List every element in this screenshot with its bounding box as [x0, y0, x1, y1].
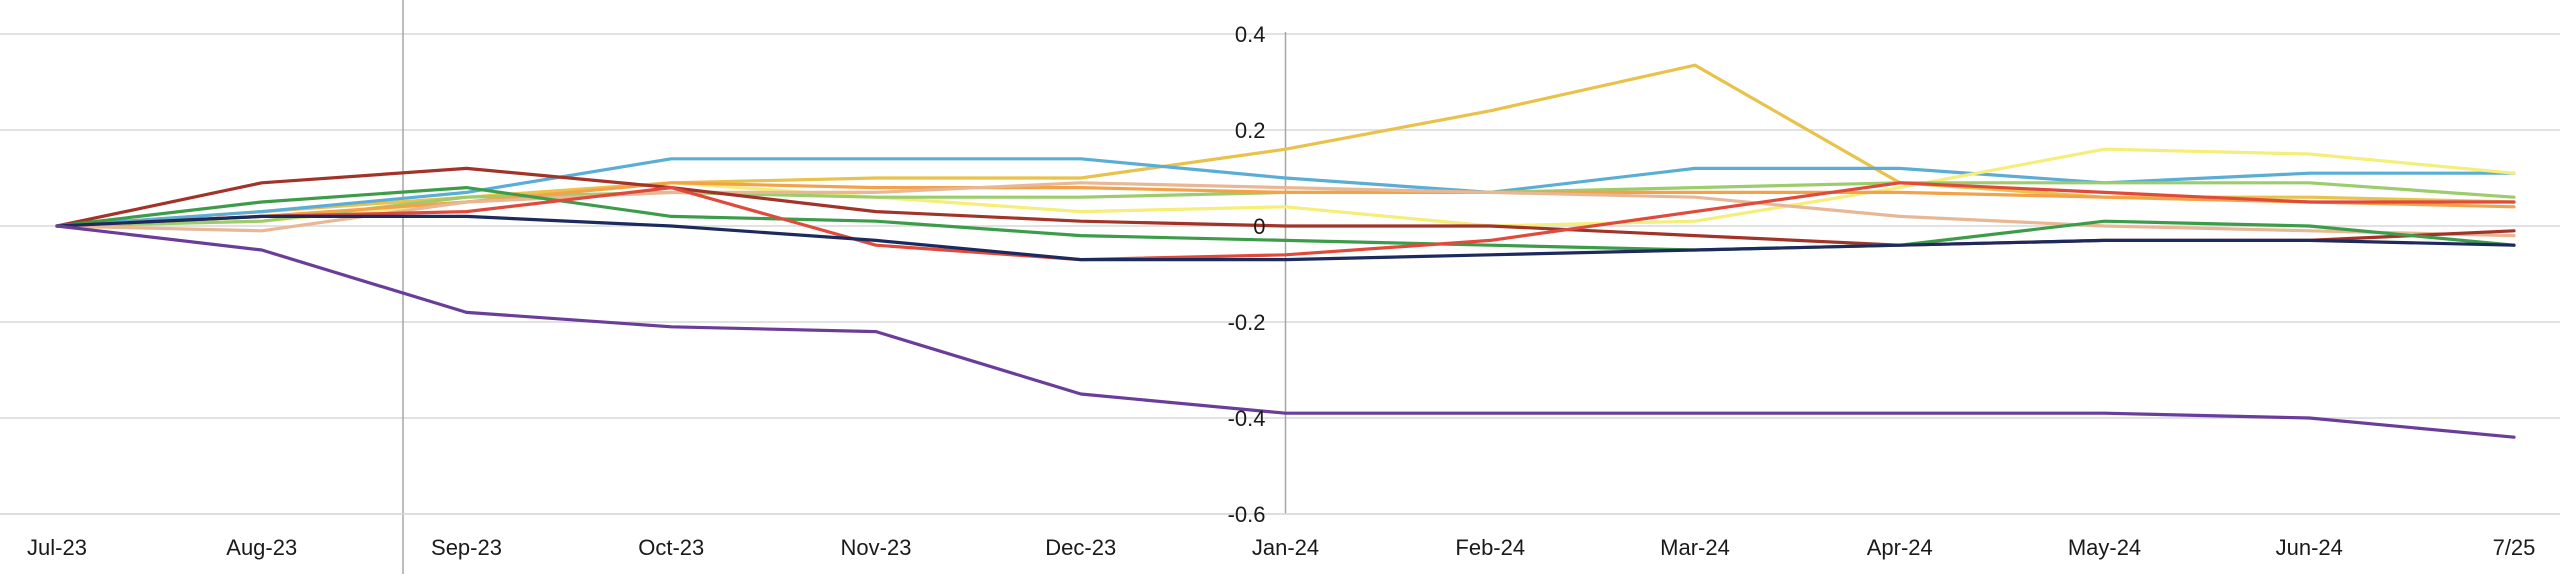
y-tick-labels: 0.4 0.2 0 -0.2 -0.4 -0.6	[1228, 22, 1266, 527]
x-tick-label: Dec-23	[1045, 535, 1116, 560]
series-line-6	[55, 181, 2516, 238]
x-tick-labels: Jul-23 Aug-23 Sep-23 Oct-23 Nov-23 Dec-23 Jan-…	[27, 535, 2535, 560]
y-tick-label: -0.6	[1228, 502, 1266, 527]
y-tick-label: -0.4	[1228, 406, 1266, 431]
x-tick-label: Mar-24	[1660, 535, 1730, 560]
x-tick-label: Apr-24	[1867, 535, 1933, 560]
x-tick-label: Jan-24	[1252, 535, 1319, 560]
x-tick-label: Nov-23	[841, 535, 912, 560]
y-tick-label: 0	[1253, 214, 1265, 239]
y-tick-label: 0.2	[1235, 118, 1266, 143]
x-tick-label: Aug-23	[226, 535, 297, 560]
series-line-11	[55, 224, 2516, 439]
x-tick-label: Oct-23	[638, 535, 704, 560]
x-tick-label: 7/25	[2493, 535, 2536, 560]
x-tick-label: May-24	[2068, 535, 2141, 560]
series-line-8	[55, 186, 2516, 252]
x-tick-label: Jun-24	[2276, 535, 2343, 560]
x-tick-label: Sep-23	[431, 535, 502, 560]
series-line-10	[55, 214, 2516, 262]
x-tick-label: Jul-23	[27, 535, 87, 560]
y-tick-label: 0.4	[1235, 22, 1266, 47]
gridlines	[0, 33, 2560, 515]
y-tick-label: -0.2	[1228, 310, 1266, 335]
x-tick-label: Feb-24	[1455, 535, 1525, 560]
series-line-9	[55, 181, 2516, 262]
series-lines	[55, 63, 2516, 439]
